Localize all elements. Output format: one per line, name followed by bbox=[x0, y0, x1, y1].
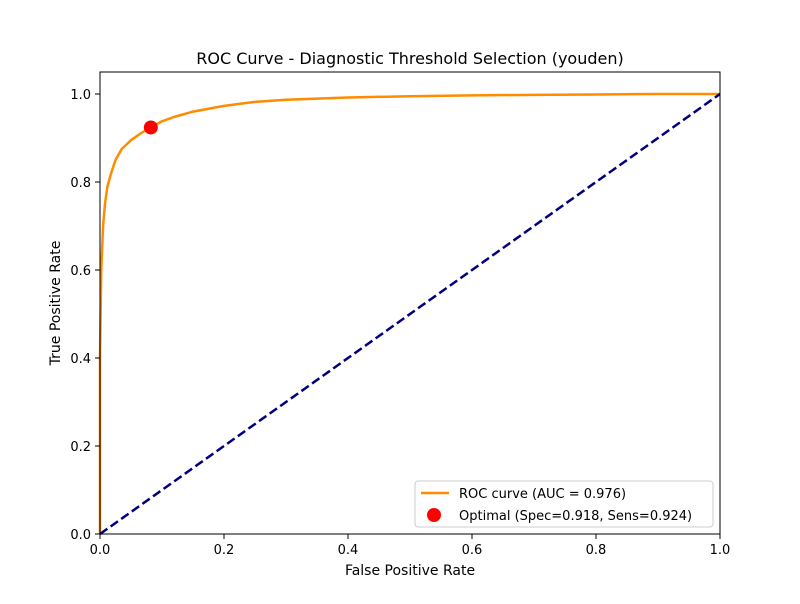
x-tick-label: 0.4 bbox=[338, 543, 359, 558]
y-tick-label: 0.2 bbox=[70, 440, 91, 455]
legend-roc-label: ROC curve (AUC = 0.976) bbox=[459, 487, 626, 502]
y-tick-label: 1.0 bbox=[70, 88, 91, 103]
chart-title: ROC Curve - Diagnostic Threshold Selecti… bbox=[196, 49, 624, 68]
roc-curve-line bbox=[98, 92, 720, 534]
legend: ROC curve (AUC = 0.976) Optimal (Spec=0.… bbox=[414, 480, 714, 528]
x-tick-label: 0.0 bbox=[90, 543, 111, 558]
chance-diagonal-line bbox=[99, 92, 721, 536]
y-tick-label: 0.4 bbox=[70, 352, 91, 367]
y-tick-label: 0.6 bbox=[70, 264, 91, 279]
axis-ticks: 0.0 0.2 0.4 0.6 0.8 1.0 0.0 0.2 0.4 0.6 0.8 1.0 bbox=[70, 88, 730, 558]
optimal-point-marker bbox=[143, 120, 158, 135]
legend-optimal-label: Optimal (Spec=0.918, Sens=0.924) bbox=[459, 509, 692, 524]
y-axis-label: True Positive Rate bbox=[48, 241, 64, 367]
x-tick-label: 1.0 bbox=[710, 543, 731, 558]
legend-box bbox=[414, 480, 714, 528]
y-tick-label: 0.0 bbox=[70, 528, 91, 543]
x-tick-label: 0.2 bbox=[214, 543, 235, 558]
plot-area bbox=[98, 92, 721, 536]
y-tick-label: 0.8 bbox=[70, 176, 91, 191]
x-tick-label: 0.8 bbox=[586, 543, 607, 558]
axes-frame bbox=[99, 71, 721, 535]
legend-optimal-swatch bbox=[427, 508, 441, 522]
x-tick-label: 0.6 bbox=[462, 543, 483, 558]
x-axis-label: False Positive Rate bbox=[345, 563, 475, 579]
